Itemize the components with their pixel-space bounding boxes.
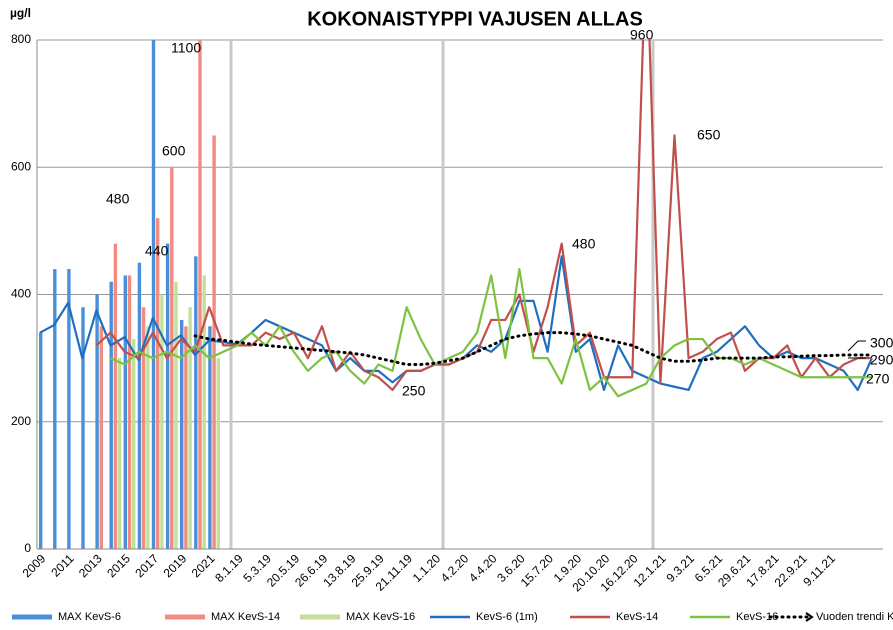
bar	[151, 40, 156, 549]
annotation: 600	[162, 143, 186, 159]
x-tick-label: 4.4.20	[466, 551, 500, 585]
x-tick-label: 12.1.21	[631, 551, 669, 589]
x-tick-label: 2013	[76, 551, 105, 580]
chart-title: KOKONAISTYPPI VAJUSEN ALLAS	[307, 8, 643, 30]
x-tick-label: 2019	[161, 551, 190, 580]
x-tick-label: 2015	[104, 551, 133, 580]
y-axis-label: µg/l	[10, 6, 31, 20]
annotation: 440	[145, 243, 169, 259]
bar	[137, 262, 142, 549]
x-tick-label: 4.2.20	[438, 551, 472, 585]
annotation: 250	[402, 383, 426, 399]
annotation: 300	[870, 335, 893, 351]
line	[110, 267, 872, 398]
x-tick-label: 15.7.20	[518, 551, 556, 589]
bar	[39, 332, 43, 549]
bar	[202, 275, 206, 549]
y-tick-label: 600	[11, 159, 31, 173]
annotation: 650	[697, 127, 721, 143]
annotation: 290	[870, 352, 893, 368]
legend-label: KevS-16	[736, 611, 778, 623]
y-tick-label: 800	[11, 32, 31, 46]
bar	[170, 167, 174, 549]
bar	[146, 326, 150, 549]
x-tick-label: 9.3.21	[663, 551, 697, 585]
annotation: 480	[106, 191, 130, 207]
legend: MAX KevS-6 MAX KevS-14 MAX KevS-16 KevS-6 (…	[12, 611, 893, 623]
bar	[117, 358, 122, 549]
legend-label: Vuoden trendi KevS-6	[816, 611, 893, 623]
bar	[184, 326, 188, 549]
legend-label: MAX KevS-14	[211, 611, 280, 623]
y-tick-label: 400	[11, 287, 31, 301]
y-tick-label: 200	[11, 414, 31, 428]
bar	[188, 307, 192, 549]
x-tick-label: 2009	[20, 551, 49, 580]
bar	[174, 281, 178, 549]
bar	[141, 307, 146, 549]
annotation: 480	[572, 236, 596, 252]
bar	[212, 135, 216, 549]
annotation: 1100	[171, 40, 201, 56]
grid	[37, 39, 883, 423]
x-tick-label: 2017	[132, 551, 161, 580]
trend-line	[193, 331, 874, 366]
bar	[208, 326, 212, 549]
legend-arrow	[805, 612, 814, 622]
legend-label: MAX KevS-16	[346, 611, 415, 623]
legend-label: MAX KevS-6	[58, 611, 121, 623]
bar	[198, 40, 202, 549]
bar	[99, 326, 103, 549]
x-tick-label: 2011	[48, 551, 76, 579]
legend-label: KevS-6 (1m)	[476, 611, 538, 623]
bar	[165, 243, 170, 549]
bar	[180, 319, 184, 549]
plot-area	[39, 40, 874, 549]
bar	[216, 358, 220, 549]
bar	[67, 269, 71, 549]
x-tick-label: 8.1.19	[212, 551, 246, 585]
leader-line	[847, 340, 866, 352]
x-tick-label: 1.1.20	[410, 551, 444, 585]
annotation: 960	[630, 27, 654, 43]
bar	[53, 269, 57, 549]
bar	[156, 218, 160, 549]
bar	[113, 243, 118, 549]
bar	[127, 275, 132, 549]
legend-label: KevS-14	[616, 611, 658, 623]
bar	[160, 294, 164, 549]
bar	[95, 294, 99, 549]
annotation: 270	[866, 371, 890, 387]
bar	[123, 275, 127, 549]
y-tick-label: 0	[24, 541, 31, 555]
bar	[194, 256, 198, 549]
bar	[81, 307, 85, 549]
x-tick-label: 9.11.21	[800, 551, 838, 589]
bar	[109, 281, 113, 549]
bar	[132, 339, 136, 549]
